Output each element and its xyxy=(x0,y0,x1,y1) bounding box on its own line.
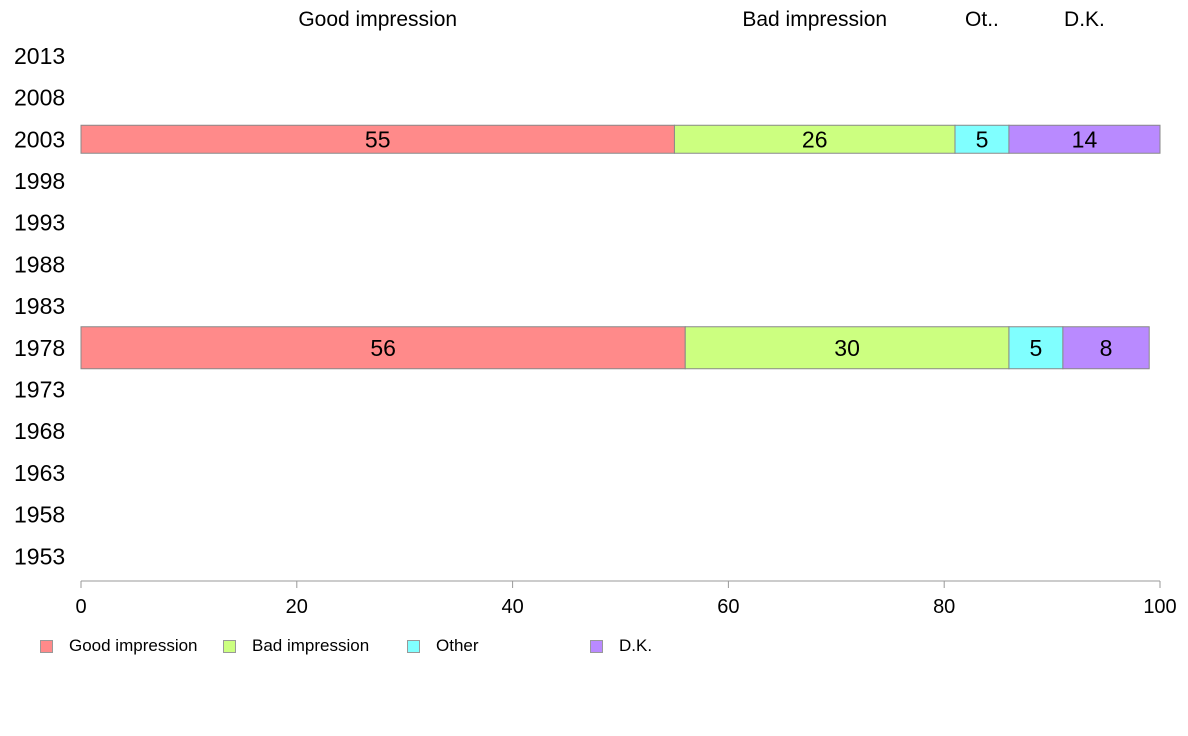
category-label-2013: 2013 xyxy=(14,43,65,69)
category-label-1958: 1958 xyxy=(14,502,65,528)
column-header-good-impression: Good impression xyxy=(298,8,457,31)
data-label-bad-impression-2003: 26 xyxy=(802,126,828,152)
bar-other-2003 xyxy=(954,124,1010,154)
x-tick-label-60: 60 xyxy=(717,596,739,618)
category-label-2008: 2008 xyxy=(14,85,65,111)
legend-label-other: Other xyxy=(436,636,479,655)
bar-d-k-1978 xyxy=(1062,326,1150,370)
x-tick-label-40: 40 xyxy=(501,596,523,618)
data-label-d-k-2003: 14 xyxy=(1072,126,1098,152)
data-label-bad-impression-1978: 30 xyxy=(834,335,860,361)
x-tick-label-80: 80 xyxy=(933,596,955,618)
category-label-1973: 1973 xyxy=(14,376,65,402)
category-label-1953: 1953 xyxy=(14,543,65,569)
legend-label-bad-impression: Bad impression xyxy=(252,636,370,655)
legend-item-good-impression: Good impression xyxy=(40,636,198,656)
x-tick-label-100: 100 xyxy=(1143,596,1176,618)
column-header-bad-impression: Bad impression xyxy=(742,8,887,31)
legend-label-dk: D.K. xyxy=(619,636,653,655)
category-label-1998: 1998 xyxy=(14,168,65,194)
bar-d-k-2003 xyxy=(1008,124,1161,154)
category-label-1988: 1988 xyxy=(14,251,65,277)
column-header-ot: Ot.. xyxy=(965,8,999,31)
data-label-other-1978: 5 xyxy=(1030,335,1043,361)
bar-good-impression-2003 xyxy=(80,124,675,154)
x-tick-label-20: 20 xyxy=(286,596,308,618)
stacked-bar-chart: Good impression Bad impression Ot.. D.K.201… xyxy=(14,8,1177,618)
bar-bad-impression-1978 xyxy=(684,326,1010,370)
category-label-1978: 1978 xyxy=(14,335,65,361)
legend-swatch-good-impression xyxy=(40,639,53,653)
data-label-other-2003: 5 xyxy=(976,126,989,152)
bar-other-1978 xyxy=(1008,326,1064,370)
column-header-d-k: D.K. xyxy=(1064,8,1105,31)
category-label-1968: 1968 xyxy=(14,418,65,444)
legend-swatch-bad-impression xyxy=(223,639,236,653)
category-label-2003: 2003 xyxy=(14,126,65,152)
legend-swatch-dk xyxy=(590,639,603,653)
category-label-1983: 1983 xyxy=(14,293,65,319)
category-label-1963: 1963 xyxy=(14,460,65,486)
category-label-1993: 1993 xyxy=(14,210,65,236)
legend-item-dk: D.K. xyxy=(590,636,652,656)
bar-bad-impression-2003 xyxy=(673,124,956,154)
legend-item-other: Other xyxy=(407,636,479,656)
legend-item-bad-impression: Bad impression xyxy=(223,636,369,656)
x-tick-label-0: 0 xyxy=(75,596,86,618)
data-label-d-k-1978: 8 xyxy=(1100,335,1113,361)
legend-swatch-other xyxy=(407,639,420,653)
data-label-good-impression-2003: 55 xyxy=(365,126,391,152)
bar-good-impression-1978 xyxy=(80,326,686,370)
data-label-good-impression-1978: 56 xyxy=(370,335,396,361)
legend-label-good-impression: Good impression xyxy=(69,636,198,655)
